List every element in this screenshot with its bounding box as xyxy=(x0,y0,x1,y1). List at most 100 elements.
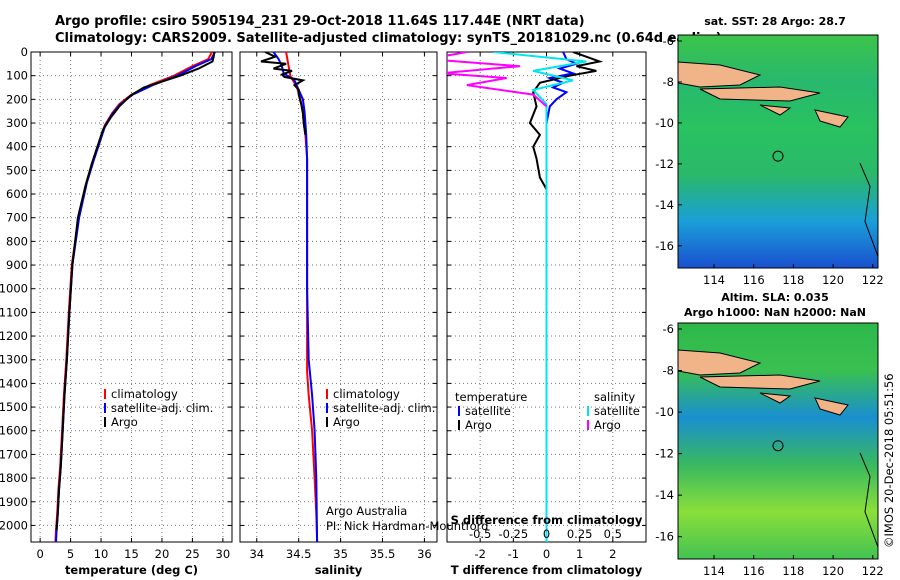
legend-label: satellite-adj. clim. xyxy=(333,401,435,415)
map-y-tick-label: -12 xyxy=(655,157,674,171)
tick-label-salinity: 34 xyxy=(249,547,264,561)
tick-label-temperature: 15 xyxy=(124,547,139,561)
legend-label: satellite xyxy=(465,404,511,418)
series-argo xyxy=(55,52,216,531)
depth-tick-label: 1300 xyxy=(0,353,28,367)
depth-tick-label: 700 xyxy=(6,211,28,225)
tick-label-salinity: 35 xyxy=(333,547,348,561)
tick-label-temperature: 25 xyxy=(185,547,200,561)
secondary-title: S difference from climatology xyxy=(451,513,643,527)
series-argo xyxy=(260,52,307,136)
series-t-argo xyxy=(528,52,604,542)
series-s-argo xyxy=(447,52,548,108)
tick-label-difference: 0 xyxy=(543,547,550,561)
tick-label-temperature: 5 xyxy=(67,547,74,561)
title-line1: Argo profile: csiro 5905194_231 29-Oct-2… xyxy=(55,14,585,29)
depth-tick-label: 1800 xyxy=(0,471,28,485)
map-y-tick-label: -12 xyxy=(655,447,674,461)
map-frame xyxy=(677,34,879,269)
legend-label: satellite-adj. clim. xyxy=(111,401,213,415)
map-x-tick-label: 114 xyxy=(703,564,725,578)
frame-salinity xyxy=(239,51,438,543)
map-x-tick-label: 122 xyxy=(862,273,884,287)
title-line2: Climatology: CARS2009. Satellite-adjuste… xyxy=(55,31,722,46)
panel-difference: -2 -1 0 1 2 T difference from climatology temp… xyxy=(446,51,647,577)
map-frame xyxy=(677,322,879,560)
map-x-tick-label: 122 xyxy=(862,564,884,578)
secondary-tick-label: 0.25 xyxy=(567,527,593,541)
series-t-satellite xyxy=(545,52,580,542)
tick-label-difference: 2 xyxy=(609,547,616,561)
series-climatology xyxy=(54,52,213,542)
series-s-satellite xyxy=(493,52,587,542)
depth-tick-label: 1900 xyxy=(0,495,28,509)
tick-label-difference: -1 xyxy=(508,547,519,561)
legend-label: Argo xyxy=(111,415,138,429)
depth-tick-label: 300 xyxy=(6,116,28,130)
depth-tick-label: 1000 xyxy=(0,282,28,296)
depth-tick-label: 1700 xyxy=(0,447,28,461)
land-island xyxy=(759,392,792,404)
tick-label-salinity: 35.5 xyxy=(370,547,396,561)
coastline xyxy=(859,452,879,548)
xlabel-salinity: salinity xyxy=(315,563,363,577)
land-island xyxy=(759,104,792,116)
map-x-tick-label: 118 xyxy=(782,273,804,287)
legend-label: Argo xyxy=(594,418,621,432)
depth-tick-label: 1400 xyxy=(0,376,28,390)
series-climatology xyxy=(285,52,319,542)
legend-title-salinity: salinity xyxy=(594,390,635,404)
map-x-tick-label: 114 xyxy=(703,273,725,287)
depth-tick-label: 1100 xyxy=(0,305,28,319)
secondary-tick-label: -0.5 xyxy=(469,527,491,541)
tick-label-temperature: 30 xyxy=(216,547,231,561)
argo-position-marker xyxy=(772,150,784,162)
tick-label-temperature: 20 xyxy=(155,547,170,561)
map-x-tick-label: 120 xyxy=(822,564,844,578)
sla-map: Altim. SLA: 0.035 Argo h1000: NaN h2000:… xyxy=(655,291,884,578)
series-satellite-adj.-clim. xyxy=(55,52,216,542)
depth-tick-label: 2000 xyxy=(0,518,28,532)
legend-label: climatology xyxy=(111,387,178,401)
tick-label-salinity: 36 xyxy=(417,547,432,561)
tick-label-difference: 1 xyxy=(576,547,583,561)
depth-tick-label: 800 xyxy=(6,234,28,248)
credit-line1: Argo Australia xyxy=(326,504,407,518)
sla-map-title-1: Altim. SLA: 0.035 xyxy=(721,291,828,304)
secondary-tick-label: 0.5 xyxy=(604,527,622,541)
map-x-tick-label: 120 xyxy=(822,273,844,287)
map-x-tick-label: 118 xyxy=(782,564,804,578)
depth-tick-label: 1500 xyxy=(0,400,28,414)
timestamp-stamp: ©IMOS 20-Dec-2018 05:51:56 xyxy=(882,373,896,548)
map-y-tick-label: -10 xyxy=(655,405,674,419)
argo-position-marker xyxy=(772,440,784,452)
secondary-tick-label: 0 xyxy=(543,527,550,541)
depth-tick-label: 1200 xyxy=(0,329,28,343)
legend-title-temperature: temperature xyxy=(455,390,527,404)
coastline xyxy=(859,162,879,257)
sst-map-title: sat. SST: 28 Argo: 28.7 xyxy=(704,15,846,28)
legend-label: Argo xyxy=(333,415,360,429)
map-y-tick-label: -6 xyxy=(663,322,674,336)
depth-tick-label: 400 xyxy=(6,140,28,154)
tick-label-salinity: 34.5 xyxy=(286,547,312,561)
map-y-tick-label: -8 xyxy=(663,364,674,378)
depth-tick-label: 500 xyxy=(6,163,28,177)
land-island xyxy=(814,397,849,416)
series-satellite-adj.-clim. xyxy=(272,52,319,542)
map-y-tick-label: -10 xyxy=(655,116,674,130)
sst-map: sat. SST: 28 Argo: 28.7 114 116 118 120 122 -… xyxy=(655,15,884,287)
xlabel-difference: T difference from climatology xyxy=(451,563,643,577)
xlabel-temperature: temperature (deg C) xyxy=(65,563,198,577)
map-y-tick-label: -16 xyxy=(655,530,674,544)
land-island xyxy=(814,109,849,128)
depth-tick-label: 600 xyxy=(6,187,28,201)
map-y-tick-label: -14 xyxy=(655,198,674,212)
land-island xyxy=(699,374,821,390)
map-x-tick-label: 116 xyxy=(743,273,765,287)
panel-temperature: 0 5 10 15 20 25 300100200300400500600700800900… xyxy=(0,45,233,577)
map-x-tick-label: 116 xyxy=(743,564,765,578)
legend-label: Argo xyxy=(465,418,492,432)
secondary-tick-label: -0.25 xyxy=(498,527,528,541)
